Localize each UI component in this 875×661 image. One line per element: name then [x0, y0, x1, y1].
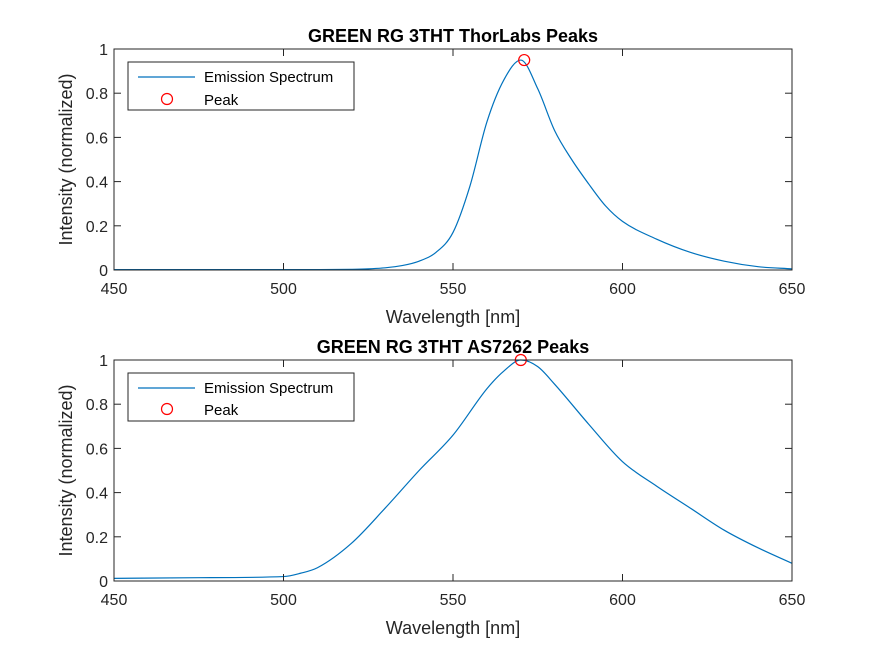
emission-spectrum-line	[114, 59, 793, 271]
x-tick-label: 600	[609, 592, 636, 609]
legend-peak-marker	[160, 402, 174, 416]
y-tick-label: 0.8	[86, 397, 108, 414]
x-tick-label: 500	[270, 281, 297, 298]
y-tick-label: 0	[99, 574, 108, 591]
x-tick-label: 500	[270, 592, 297, 609]
y-tick-label: 0.2	[86, 219, 108, 236]
y-tick-label: 1	[99, 42, 108, 59]
legend-label-peak: Peak	[204, 92, 239, 109]
chart-as7262: 450 500 550 600 650 0 0.2 0.4 0.6 0.8 1 GREEN RG 3…	[56, 337, 805, 638]
y-tick-label: 0.2	[86, 530, 108, 547]
y-tick-label: 0.6	[86, 130, 108, 147]
x-axis-label: Wavelength [nm]	[386, 307, 520, 327]
chart-thorlabs: 450 500 550 600 650 0 0.2 0.4 0.6 0.8 1 GREEN RG 3…	[56, 26, 805, 327]
legend-box	[127, 372, 355, 422]
y-tick-label: 0.4	[86, 486, 108, 503]
x-tick-label: 450	[101, 281, 128, 298]
legend-label-emission: Emission Spectrum	[204, 69, 333, 86]
legend: Emission Spectrum Peak	[127, 61, 355, 111]
x-tick-label: 550	[440, 281, 467, 298]
legend-peak-marker	[160, 92, 174, 106]
x-tick-label: 600	[609, 281, 636, 298]
y-tick-label: 0.8	[86, 86, 108, 103]
y-tick-label: 1	[99, 353, 108, 370]
y-axis-label: Intensity (normalized)	[56, 384, 76, 556]
x-tick-label: 650	[779, 592, 806, 609]
ticks: 450 500 550 600 650 0 0.2 0.4 0.6 0.8 1	[86, 353, 806, 609]
x-tick-label: 650	[779, 281, 806, 298]
x-tick-label: 450	[101, 592, 128, 609]
legend-box	[127, 61, 355, 111]
chart-title: GREEN RG 3THT AS7262 Peaks	[317, 337, 589, 357]
y-tick-label: 0.4	[86, 175, 108, 192]
peak-marker	[518, 53, 531, 67]
series-layer	[114, 53, 793, 271]
x-tick-label: 550	[440, 592, 467, 609]
chart-title: GREEN RG 3THT ThorLabs Peaks	[308, 26, 598, 46]
y-axis-label: Intensity (normalized)	[56, 73, 76, 245]
emission-spectrum-line	[113, 359, 793, 579]
ticks: 450 500 550 600 650 0 0.2 0.4 0.6 0.8 1	[86, 42, 806, 298]
legend-label-emission: Emission Spectrum	[204, 380, 333, 397]
legend: Emission Spectrum Peak	[127, 372, 355, 422]
x-axis-label: Wavelength [nm]	[386, 618, 520, 638]
y-tick-label: 0.6	[86, 441, 108, 458]
legend-label-peak: Peak	[204, 402, 239, 419]
y-tick-label: 0	[99, 263, 108, 280]
